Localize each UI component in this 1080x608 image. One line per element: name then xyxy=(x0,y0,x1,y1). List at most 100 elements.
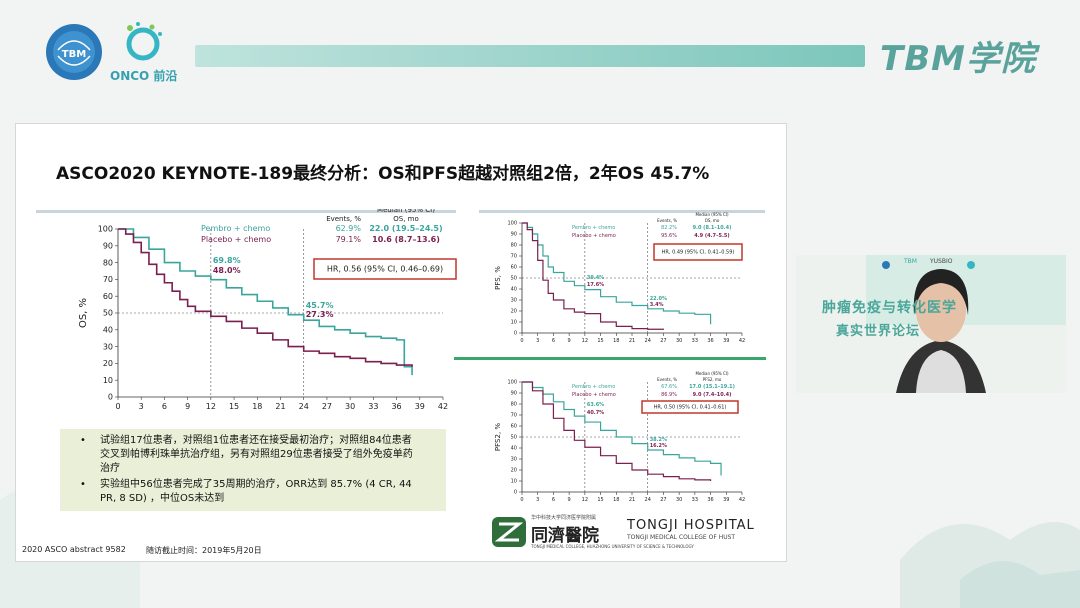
y-tick-label: 50 xyxy=(103,309,113,318)
hr-label: HR, 0.49 (95% CI, 0.41–0.59) xyxy=(662,250,735,256)
x-tick-label: 12 xyxy=(582,497,588,503)
x-tick-label: 27 xyxy=(660,497,666,503)
legend-label: Pembro + chemo xyxy=(572,384,615,390)
x-tick-label: 6 xyxy=(162,402,167,411)
x-tick-label: 21 xyxy=(629,497,635,503)
legend-events: 79.1% xyxy=(336,235,362,244)
table-header-unit: PFS2, mo xyxy=(703,377,722,382)
hr-box xyxy=(313,258,457,280)
series-line-pembro xyxy=(522,381,722,476)
notes-box: • 试验组17位患者，对照组1位患者还在接受最初治疗；对照组84位患者 交叉到帕… xyxy=(60,429,446,511)
y-tick-label: 70 xyxy=(511,413,517,419)
legend-events: 67.6% xyxy=(661,384,677,390)
legend-median: 10.6 (8.7–13.6) xyxy=(372,235,440,244)
x-tick-label: 36 xyxy=(391,402,401,411)
hr-label: HR, 0.50 (95% CI, 0.41–0.61) xyxy=(654,405,727,411)
series-line-pembro xyxy=(522,222,712,325)
x-tick-label: 27 xyxy=(660,338,666,344)
table-header-median: Median (95% CI) xyxy=(377,209,435,214)
x-tick-label: 21 xyxy=(275,402,285,411)
tbm-logo-icon: TBM xyxy=(46,24,102,80)
onco-logo: ONCO 前沿 xyxy=(108,18,178,88)
webcam-logo-tbm: TBM xyxy=(904,258,917,265)
hr-box xyxy=(653,243,743,261)
hospital-top-text: 华中科技大学同济医学院附属 xyxy=(531,515,597,521)
table-header-events: Events, % xyxy=(657,377,677,382)
y-tick-label: 10 xyxy=(103,376,113,385)
title-rule xyxy=(36,210,456,213)
y-tick-label: 20 xyxy=(511,309,517,315)
y-axis-label: PFS, % xyxy=(494,266,502,290)
x-tick-label: 9 xyxy=(568,338,571,344)
y-tick-label: 20 xyxy=(103,359,113,368)
legend-median: 9.0 (8.1–10.4) xyxy=(693,225,732,231)
hospital-sub-text: TONGJI MEDICAL COLLEGE OF HUST xyxy=(627,534,736,541)
x-tick-label: 39 xyxy=(415,402,425,411)
y-tick-label: 80 xyxy=(103,258,113,267)
annotation-label: 63.6% xyxy=(587,402,604,408)
y-axis-label: PFS2, % xyxy=(494,423,502,451)
legend-label: Placebo + chemo xyxy=(572,233,616,239)
y-axis-label: OS, % xyxy=(78,298,89,328)
x-tick-label: 3 xyxy=(536,338,539,344)
x-tick-label: 24 xyxy=(299,402,309,411)
legend-label: Placebo + chemo xyxy=(201,235,271,244)
y-tick-label: 40 xyxy=(103,325,113,334)
legend-label: Pembro + chemo xyxy=(201,224,270,233)
legend-median: 9.0 (7.4–10.4) xyxy=(693,392,732,398)
annotation-label: 22.0% xyxy=(650,296,667,302)
table-header-unit: OS, mo xyxy=(705,218,720,223)
table-header-median: Median (95% CI) xyxy=(695,371,729,376)
webcam-logo-yusbio: YUSBIO xyxy=(930,258,953,265)
annotation-label: 48.0% xyxy=(213,266,241,275)
y-tick-label: 70 xyxy=(511,254,517,260)
x-tick-label: 15 xyxy=(597,338,603,344)
y-tick-label: 10 xyxy=(511,479,517,485)
note-bullet-2: • xyxy=(80,479,86,490)
x-tick-label: 36 xyxy=(707,338,713,344)
y-tick-label: 80 xyxy=(511,243,517,249)
series-line-placebo xyxy=(118,228,413,367)
y-tick-label: 20 xyxy=(511,468,517,474)
x-tick-label: 42 xyxy=(438,402,448,411)
x-tick-label: 33 xyxy=(692,497,698,503)
annotation-label: 38.2% xyxy=(650,437,667,443)
legend-label: Pembro + chemo xyxy=(572,225,615,231)
y-tick-label: 90 xyxy=(511,232,517,238)
legend-median: 4.9 (4.7–5.5) xyxy=(694,233,729,239)
note-line: 交叉到帕博利珠单抗治疗组，另有对照组29位患者接受了组外免疫单药 xyxy=(100,449,413,460)
x-tick-label: 39 xyxy=(723,497,729,503)
annotation-label: 45.7% xyxy=(306,301,334,310)
annotation-label: 3.4% xyxy=(650,302,664,308)
x-tick-label: 0 xyxy=(520,338,523,344)
slide-title: ASCO2020 KEYNOTE-189最终分析：OS和PFS超越对照组2倍，2… xyxy=(56,164,710,184)
series-line-placebo xyxy=(522,222,665,330)
y-tick-label: 80 xyxy=(511,402,517,408)
annotation-label: 39.4% xyxy=(587,275,604,281)
y-tick-label: 40 xyxy=(511,287,517,293)
note-line: 治疗 xyxy=(100,463,120,474)
y-tick-label: 40 xyxy=(511,446,517,452)
y-tick-label: 60 xyxy=(511,265,517,271)
legend-events: 95.6% xyxy=(661,233,677,239)
x-tick-label: 30 xyxy=(676,497,682,503)
x-tick-label: 9 xyxy=(568,497,571,503)
tongji-hospital-logo: 同濟醫院 华中科技大学同济医学院附属 TONGJI HOSPITAL TONGJ… xyxy=(491,515,766,552)
note-bullet-1: • xyxy=(80,435,86,446)
legend-events: 62.9% xyxy=(336,224,362,233)
annotation-label: 17.6% xyxy=(587,282,604,288)
y-tick-label: 50 xyxy=(511,276,517,282)
y-tick-label: 0 xyxy=(514,490,517,496)
x-tick-label: 3 xyxy=(536,497,539,503)
x-tick-label: 36 xyxy=(707,497,713,503)
table-header-unit: OS, mo xyxy=(393,215,419,223)
y-tick-label: 30 xyxy=(103,342,113,351)
y-tick-label: 30 xyxy=(511,457,517,463)
hospital-bottom-text: TONGJI MEDICAL COLLEGE, HUAZHONG UNIVERS… xyxy=(531,544,694,549)
x-tick-label: 18 xyxy=(613,338,619,344)
y-tick-label: 100 xyxy=(507,380,517,386)
y-tick-label: 70 xyxy=(103,275,113,284)
header-bar xyxy=(195,45,865,67)
